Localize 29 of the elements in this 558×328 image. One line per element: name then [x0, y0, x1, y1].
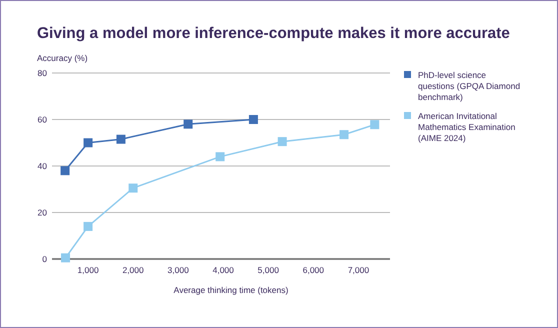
- legend-label: PhD-level science questions (GPQA Diamond benchmark): [418, 70, 520, 102]
- x-tick-label: 5,000: [258, 265, 280, 275]
- point: [216, 152, 225, 162]
- point: [248, 115, 258, 124]
- y-axis-title: Accuracy (%): [37, 53, 88, 63]
- point: [84, 138, 93, 148]
- y-tick-label: 0: [42, 254, 48, 264]
- point: [340, 130, 349, 140]
- point: [84, 222, 93, 231]
- x-tick-label: 3,000: [168, 265, 190, 275]
- point: [184, 120, 193, 129]
- x-tick-label: 4,000: [212, 265, 234, 275]
- x-tick-label: 7,000: [348, 265, 370, 275]
- x-tick-label: 6,000: [302, 265, 324, 275]
- point: [61, 253, 70, 262]
- legend-label: American Invitational Mathematics Examination (AIME 2024): [418, 111, 516, 143]
- chart-title: Giving a model more inference-compute makes it more accurate: [37, 25, 510, 42]
- point: [116, 134, 126, 144]
- y-tick-label: 60: [38, 114, 48, 124]
- point: [278, 137, 287, 146]
- x-tick-label: 1,000: [77, 265, 99, 275]
- point: [128, 184, 138, 193]
- point: [370, 120, 380, 130]
- x-axis-title: Average thinking time (tokens): [174, 285, 288, 295]
- y-tick-label: 80: [38, 68, 48, 78]
- x-tick-label: 2,000: [122, 265, 144, 275]
- y-tick-label: 40: [38, 161, 48, 171]
- point: [60, 166, 70, 176]
- y-tick-label: 20: [38, 208, 48, 218]
